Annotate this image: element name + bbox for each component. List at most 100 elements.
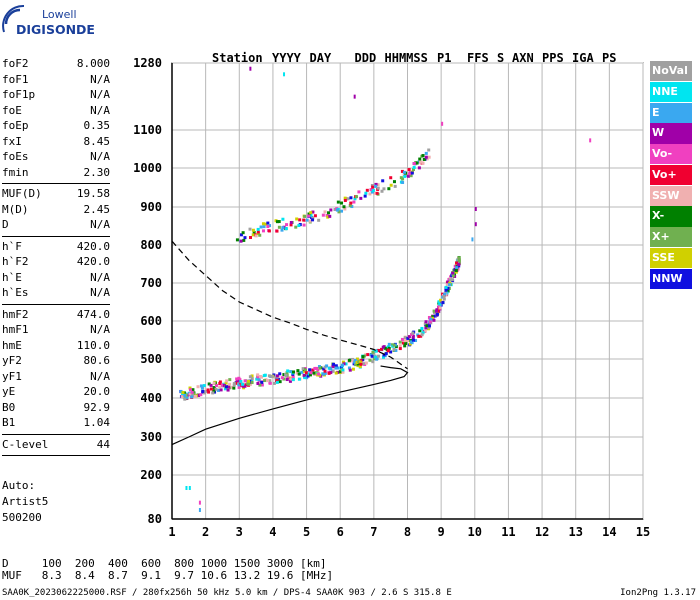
header-labels-6: FFS (467, 51, 489, 65)
echo-point (344, 362, 348, 366)
echo-point (311, 216, 315, 220)
echo-point (427, 326, 431, 330)
echo-point (427, 148, 431, 152)
echo-point (198, 500, 201, 505)
echo-point (407, 168, 411, 172)
echo-point (289, 220, 293, 224)
echo-point (239, 239, 243, 243)
electron-density-profile (171, 365, 409, 446)
x-tick-label: 4 (269, 525, 276, 539)
echo-point (251, 233, 255, 237)
echo-point (306, 374, 310, 378)
echo-point (443, 292, 447, 296)
echo-point (260, 380, 264, 384)
echo-point (218, 385, 222, 389)
echo-point (268, 379, 272, 383)
echo-point (276, 220, 280, 224)
logo-line1: Lowell (42, 8, 77, 21)
echo-point (261, 229, 265, 233)
echo-point (353, 359, 357, 363)
echo-point (421, 154, 425, 158)
echo-point (451, 274, 455, 278)
echo-point (284, 227, 288, 231)
echo-point (301, 367, 305, 371)
echo-point (243, 236, 247, 240)
header-labels-1: YYYY (272, 51, 301, 65)
echo-point (275, 229, 279, 233)
echo-point (353, 197, 357, 201)
param-row-d: D N/A (2, 217, 110, 233)
echo-point (589, 138, 592, 143)
echo-point (429, 317, 433, 321)
echo-point (387, 187, 391, 191)
echo-point (420, 333, 424, 337)
echo-point (412, 166, 416, 170)
echo-point (237, 385, 241, 389)
echo-point (266, 379, 270, 383)
echo-point (255, 377, 259, 381)
echo-point (241, 231, 245, 235)
echo-point (214, 383, 218, 387)
legend-item-nnw: NNW (650, 268, 692, 289)
echo-point (199, 384, 203, 388)
legend-item-e: E (650, 102, 692, 123)
header-labels-7: S (497, 51, 505, 65)
echo-point (317, 365, 321, 369)
echo-point (260, 383, 264, 387)
echo-point (340, 209, 344, 213)
echo-point (327, 366, 331, 370)
legend-item-vo: Vo+ (650, 164, 692, 186)
echo-point (248, 375, 252, 379)
echo-point (428, 320, 432, 324)
echo-point (218, 382, 222, 386)
echo-point (383, 346, 387, 350)
y-tick-label: 200 (140, 468, 162, 482)
echo-point (309, 371, 313, 375)
param-row-clevel: C-level 44 (2, 437, 110, 453)
echo-point (219, 388, 223, 392)
echo-point (351, 367, 355, 371)
echo-point (321, 213, 325, 217)
echo-point (438, 303, 442, 307)
echo-point (406, 339, 410, 343)
echo-point (346, 197, 350, 201)
echo-point (471, 237, 474, 242)
echo-point (289, 370, 293, 374)
y-tick-label: 500 (140, 352, 162, 366)
file-info: SAA0K_2023062225000.RSF / 280fx256h 50 k… (2, 588, 452, 598)
echo-point (186, 393, 190, 397)
echo-point (457, 256, 461, 260)
echo-point (238, 378, 242, 382)
divider (2, 303, 110, 305)
echo-point (188, 386, 192, 390)
echo-point (377, 354, 381, 358)
echo-point (442, 297, 446, 301)
echo-point (410, 340, 414, 344)
echo-point (234, 381, 238, 385)
legend-item-x: X+ (650, 227, 692, 248)
param-row-yf2: yF2 80.6 (2, 353, 110, 369)
echo-point (368, 358, 372, 362)
echo-point (275, 378, 279, 382)
echo-point (289, 377, 293, 381)
echo-point (363, 194, 367, 198)
software-version: Ion2Png 1.3.17 (620, 588, 696, 598)
echo-point (424, 155, 428, 159)
echo-point (300, 370, 304, 374)
echo-point (371, 350, 375, 354)
echo-point (247, 382, 251, 386)
echo-point (414, 339, 418, 343)
echo-point (232, 382, 236, 386)
param-value: 20.0 (83, 385, 111, 398)
echo-point (343, 198, 347, 202)
x-tick-label: 14 (602, 525, 616, 539)
param-value: N/A (90, 72, 110, 86)
muf-row: MUF 8.3 8.4 8.7 9.1 9.7 10.6 13.2 19.6 [… (2, 569, 334, 582)
echo-point (280, 228, 284, 232)
echo-point (341, 360, 345, 364)
echo-point (392, 347, 396, 351)
echo-point (418, 157, 422, 161)
echo-point (446, 289, 450, 293)
echo-point (183, 393, 187, 397)
param-name: yE (2, 385, 16, 398)
